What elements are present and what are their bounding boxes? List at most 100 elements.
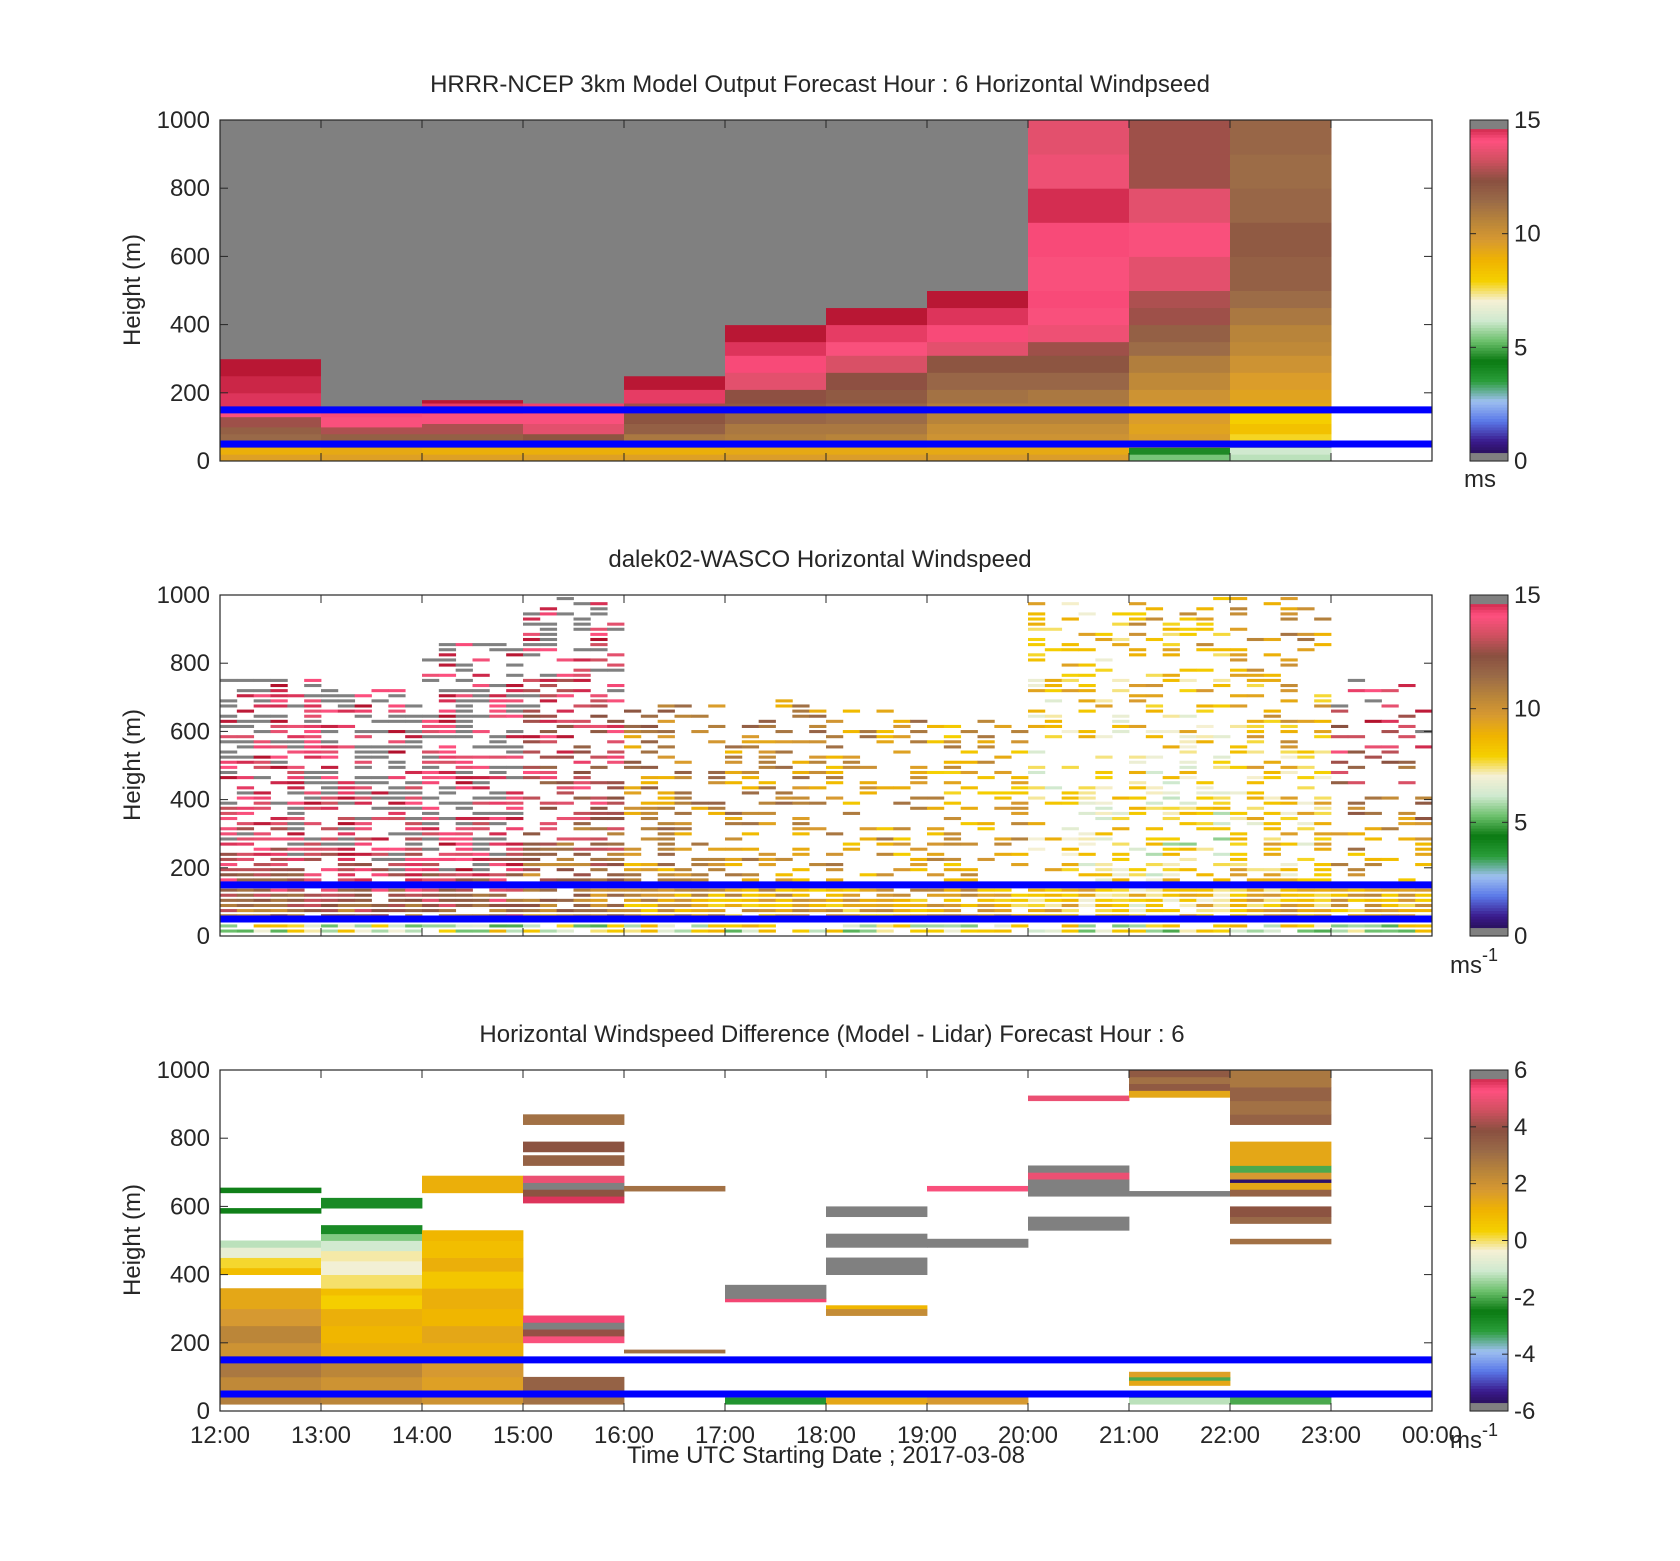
lidar-cell bbox=[1061, 898, 1079, 902]
colorbar-swatch bbox=[1470, 267, 1508, 272]
lidar-cell bbox=[1078, 842, 1096, 846]
colorbar-swatch bbox=[1470, 1328, 1508, 1333]
colorbar-swatch bbox=[1470, 1294, 1508, 1298]
lidar-cell bbox=[1246, 673, 1265, 677]
lidar-cell bbox=[523, 678, 541, 682]
lidar-cell bbox=[1129, 786, 1147, 790]
colorbar-swatch bbox=[1470, 245, 1508, 249]
lidar-cell bbox=[1246, 781, 1265, 785]
lidar-cell bbox=[539, 632, 558, 636]
colorbar-swatch bbox=[1470, 1160, 1508, 1165]
colorbar-swatch bbox=[1470, 239, 1508, 243]
lidar-cell bbox=[337, 863, 356, 867]
lidar-cell bbox=[405, 719, 423, 723]
lidar-cell bbox=[826, 893, 844, 897]
lidar-cell bbox=[1263, 709, 1281, 713]
lidar-cell bbox=[1398, 760, 1416, 764]
lidar-cell bbox=[337, 903, 356, 908]
lidar-cell bbox=[927, 827, 945, 831]
lidar-cell bbox=[573, 888, 591, 892]
lidar-cell bbox=[405, 909, 423, 913]
lidar-cell bbox=[472, 811, 490, 815]
lidar-cell bbox=[624, 791, 642, 795]
lidar-cell bbox=[253, 888, 271, 892]
lidar-cell bbox=[489, 755, 507, 759]
lidar-cell bbox=[388, 689, 406, 693]
lidar-cell bbox=[556, 597, 574, 601]
lidar-cell bbox=[1297, 893, 1315, 897]
lidar-cell bbox=[1095, 903, 1113, 908]
lidar-cell bbox=[1078, 893, 1096, 897]
lidar-cell bbox=[1347, 781, 1366, 785]
colorbar-swatch bbox=[1470, 381, 1508, 385]
lidar-cell bbox=[758, 801, 776, 805]
lidar-cell bbox=[304, 929, 322, 933]
lidar-cell bbox=[455, 755, 473, 759]
lidar-cell bbox=[1145, 730, 1164, 734]
difference-cell bbox=[1230, 1189, 1332, 1197]
lidar-cell bbox=[1280, 816, 1298, 821]
lidar-cell bbox=[270, 801, 288, 805]
lidar-cell bbox=[590, 868, 608, 872]
lidar-cell bbox=[321, 868, 339, 872]
lidar-cell bbox=[792, 704, 810, 708]
model-panel-ylabel: Height (m) bbox=[119, 234, 146, 346]
lidar-cell bbox=[236, 888, 255, 892]
lidar-cell bbox=[1011, 898, 1029, 902]
lidar-cell bbox=[1145, 735, 1164, 739]
model-cell bbox=[826, 341, 928, 356]
lidar-cell bbox=[304, 745, 322, 749]
model-cell bbox=[725, 372, 827, 390]
lidar-cell bbox=[1213, 929, 1231, 933]
colorbar-swatch bbox=[1470, 839, 1508, 843]
lidar-cell bbox=[556, 709, 574, 713]
difference-panel: Horizontal Windspeed Difference (Model -… bbox=[119, 1021, 1535, 1454]
colorbar-swatch bbox=[1470, 355, 1508, 360]
colorbar-swatch bbox=[1470, 882, 1508, 886]
difference-cell bbox=[321, 1233, 423, 1241]
lidar-cell bbox=[506, 857, 524, 861]
lidar-cell bbox=[1246, 765, 1265, 769]
lidar-cell bbox=[607, 740, 625, 744]
lidar-cell bbox=[1230, 909, 1248, 913]
lidar-cell bbox=[1381, 704, 1399, 708]
lidar-cell bbox=[775, 873, 793, 877]
lidar-cell bbox=[573, 811, 591, 815]
lidar-cell bbox=[910, 903, 928, 908]
difference-cell bbox=[1129, 1083, 1231, 1091]
lidar-cell bbox=[1297, 842, 1315, 846]
colorbar-swatch bbox=[1470, 1280, 1508, 1284]
lidar-cell bbox=[287, 857, 305, 861]
lidar-cell bbox=[539, 852, 558, 856]
colorbar-swatch bbox=[1470, 614, 1508, 619]
lidar-cell bbox=[523, 847, 541, 851]
lidar-plot-area bbox=[220, 597, 1433, 933]
lidar-cell bbox=[354, 786, 372, 790]
lidar-cell bbox=[405, 873, 423, 877]
lidar-cell bbox=[1095, 811, 1113, 815]
colorbar-swatch bbox=[1470, 600, 1508, 605]
lidar-cell bbox=[1213, 878, 1231, 882]
lidar-cell bbox=[657, 847, 675, 851]
model-cell bbox=[220, 426, 322, 435]
lidar-cell bbox=[455, 643, 473, 647]
lidar-cell bbox=[388, 750, 406, 754]
lidar-cell bbox=[1095, 632, 1113, 636]
lidar-cell bbox=[455, 873, 473, 877]
model-cell bbox=[1028, 120, 1130, 155]
model-cell bbox=[1028, 307, 1130, 326]
lidar-cell bbox=[657, 903, 675, 908]
lidar-cell bbox=[741, 832, 760, 836]
lidar-cell bbox=[842, 765, 861, 769]
lidar-cell bbox=[304, 699, 322, 703]
lidar-cell bbox=[1095, 863, 1113, 867]
colorbar-swatch bbox=[1470, 1209, 1508, 1213]
colorbar-swatch bbox=[1470, 1175, 1508, 1179]
colorbar-swatch bbox=[1470, 697, 1508, 701]
y-tick-label: 800 bbox=[170, 1125, 210, 1152]
lidar-cell bbox=[859, 909, 877, 913]
lidar-cell bbox=[1263, 837, 1281, 841]
difference-cell bbox=[523, 1329, 625, 1337]
lidar-cell bbox=[1280, 842, 1298, 846]
colorbar-swatch bbox=[1470, 1351, 1508, 1355]
